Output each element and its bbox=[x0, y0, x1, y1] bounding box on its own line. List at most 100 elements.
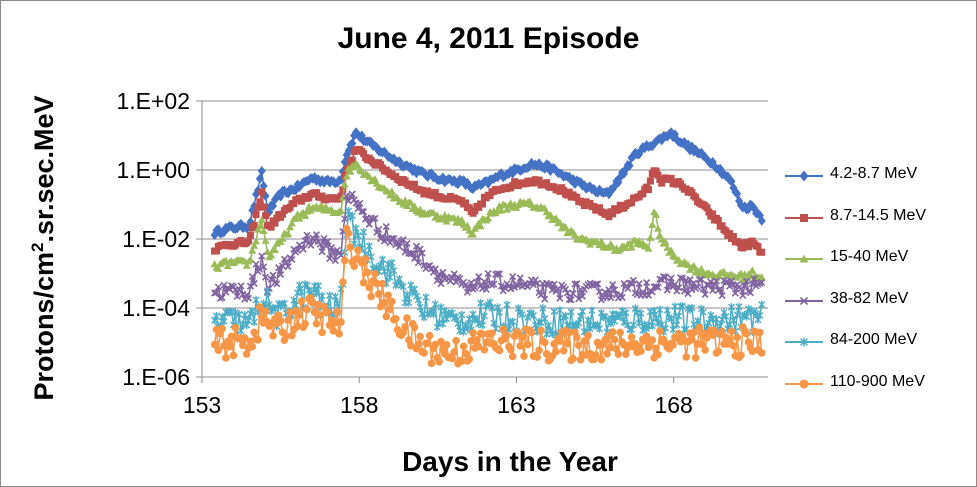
data-point bbox=[654, 283, 662, 291]
data-point bbox=[473, 336, 481, 344]
data-point bbox=[495, 270, 504, 278]
data-point bbox=[243, 291, 251, 299]
y-axis-label-superscript: 2 bbox=[28, 242, 47, 253]
data-point bbox=[256, 198, 264, 206]
legend-label: 84-200 MeV bbox=[830, 331, 918, 349]
data-point bbox=[495, 346, 504, 355]
data-point bbox=[270, 246, 279, 254]
data-point bbox=[365, 283, 374, 292]
data-point bbox=[388, 258, 396, 267]
data-point bbox=[703, 204, 711, 212]
data-point bbox=[663, 286, 671, 294]
data-point bbox=[573, 280, 581, 288]
data-point bbox=[422, 293, 430, 302]
data-point bbox=[459, 342, 468, 351]
data-point bbox=[371, 214, 379, 222]
data-point bbox=[494, 270, 502, 278]
data-point bbox=[586, 324, 594, 333]
data-point bbox=[242, 350, 251, 358]
data-point bbox=[675, 312, 683, 321]
data-point bbox=[299, 245, 307, 253]
data-point bbox=[273, 280, 281, 288]
data-point bbox=[648, 220, 657, 228]
data-point bbox=[650, 306, 658, 315]
data-point bbox=[252, 295, 260, 304]
data-point bbox=[340, 256, 349, 265]
data-point bbox=[395, 275, 403, 284]
data-point bbox=[565, 295, 573, 304]
data-point bbox=[584, 331, 592, 340]
data-point bbox=[611, 317, 619, 326]
data-point bbox=[214, 346, 223, 355]
data-point bbox=[639, 190, 647, 198]
data-point bbox=[245, 316, 253, 325]
data-point bbox=[312, 319, 321, 328]
data-point bbox=[605, 213, 613, 221]
data-point bbox=[518, 333, 526, 341]
data-point bbox=[503, 331, 511, 340]
data-point bbox=[277, 270, 285, 279]
data-point bbox=[431, 340, 440, 349]
data-point bbox=[222, 354, 230, 362]
data-point bbox=[527, 328, 536, 337]
data-point bbox=[212, 289, 221, 297]
x-tick-label: 168 bbox=[654, 392, 692, 418]
data-point bbox=[399, 328, 408, 337]
data-point bbox=[516, 274, 524, 282]
y-tick-label: 1.E+02 bbox=[116, 88, 190, 114]
legend-label: 8.7-14.5 MeV bbox=[830, 206, 927, 224]
data-point bbox=[467, 279, 475, 287]
data-point bbox=[486, 192, 494, 200]
legend-item: 15-40 MeV bbox=[782, 247, 972, 289]
x-tick-label: 158 bbox=[340, 392, 378, 418]
data-point bbox=[324, 237, 332, 245]
data-point bbox=[295, 281, 303, 290]
data-point bbox=[363, 268, 372, 277]
data-point bbox=[575, 319, 583, 328]
data-point bbox=[301, 211, 310, 219]
data-point bbox=[478, 330, 487, 338]
data-point bbox=[667, 246, 676, 254]
data-point bbox=[556, 294, 564, 302]
data-point bbox=[255, 221, 264, 229]
y-tick-label: 1.E-04 bbox=[122, 295, 190, 321]
data-point bbox=[654, 171, 662, 179]
data-point bbox=[497, 282, 505, 290]
data-point bbox=[439, 319, 447, 328]
data-point bbox=[629, 276, 637, 284]
legend-swatch bbox=[785, 296, 823, 305]
data-point bbox=[712, 277, 720, 285]
data-point bbox=[380, 267, 388, 276]
data-point bbox=[550, 307, 558, 316]
data-point bbox=[733, 333, 741, 342]
data-point bbox=[597, 355, 606, 364]
data-point bbox=[637, 347, 645, 355]
data-point bbox=[226, 285, 234, 293]
data-point bbox=[457, 357, 466, 365]
data-point bbox=[220, 317, 228, 326]
data-point bbox=[452, 336, 460, 345]
data-point bbox=[216, 294, 224, 302]
data-point bbox=[463, 324, 471, 333]
data-point bbox=[253, 225, 262, 233]
data-point bbox=[658, 179, 666, 187]
data-point bbox=[718, 291, 726, 300]
data-point bbox=[729, 233, 737, 241]
data-point bbox=[348, 138, 357, 149]
data-point bbox=[365, 220, 373, 228]
series-2 bbox=[210, 159, 766, 284]
data-point bbox=[495, 308, 503, 317]
data-point bbox=[575, 295, 583, 303]
data-point bbox=[326, 255, 334, 263]
data-point bbox=[338, 193, 347, 201]
data-point bbox=[471, 207, 479, 215]
data-point bbox=[284, 262, 292, 271]
data-point bbox=[480, 345, 489, 354]
data-point bbox=[318, 328, 326, 337]
data-point bbox=[286, 203, 294, 211]
data-point bbox=[531, 321, 539, 330]
data-point bbox=[423, 339, 432, 347]
data-point bbox=[548, 329, 556, 338]
legend-swatch bbox=[785, 170, 823, 182]
